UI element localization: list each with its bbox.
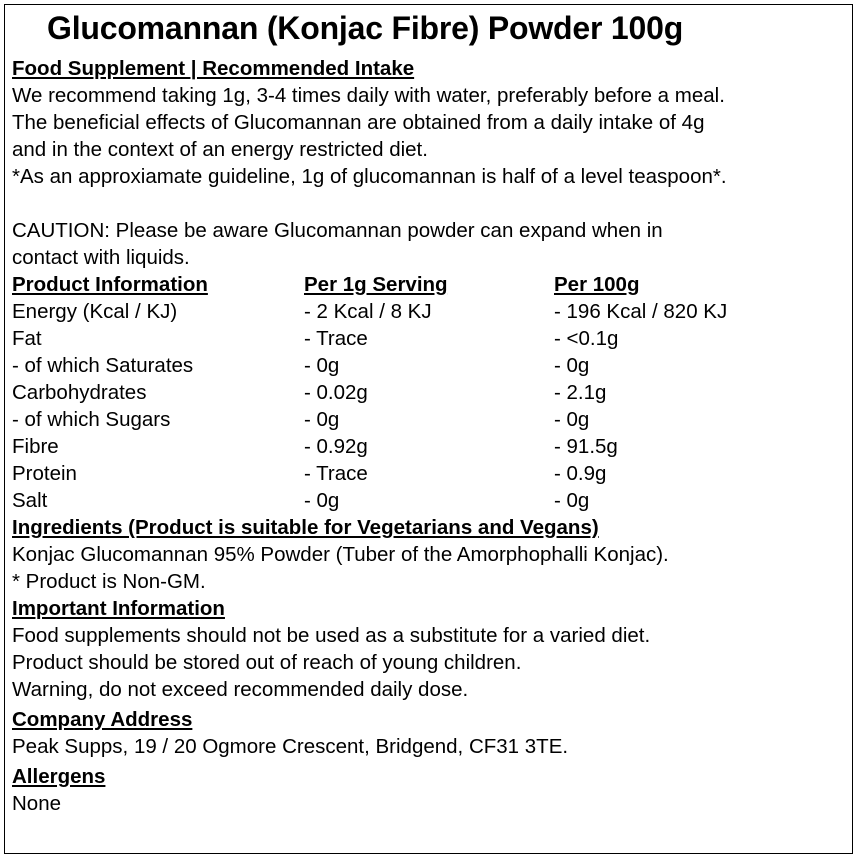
- nutrition-cell: Salt: [12, 489, 48, 512]
- nutrition-cell: - 0g: [304, 408, 340, 431]
- nutrition-row: Fat - Trace - <0.1g: [12, 325, 727, 352]
- nutrition-row: - of which Saturates - 0g - 0g: [12, 352, 727, 379]
- nutrition-row: - of which Sugars - 0g - 0g: [12, 406, 727, 433]
- nutrition-cell: - 0.02g: [304, 381, 368, 404]
- nutrition-cell: Fibre: [12, 435, 59, 458]
- nutrition-cell: - Trace: [304, 327, 368, 350]
- nutrition-cell: - 196 Kcal / 820 KJ: [554, 300, 728, 323]
- allergens-heading: Allergens: [12, 765, 106, 788]
- allergens-value: None: [12, 792, 62, 815]
- intake-heading: Food Supplement | Recommended Intake: [12, 57, 415, 80]
- nutrition-row: Fibre - 0.92g - 91.5g: [12, 433, 727, 460]
- nutrition-cell: - 0g: [554, 354, 590, 377]
- intake-line: We recommend taking 1g, 3-4 times daily …: [12, 84, 725, 107]
- nutrition-cell: - 91.5g: [554, 435, 618, 458]
- product-title: Glucomannan (Konjac Fibre) Powder 100g: [47, 10, 684, 46]
- nutrition-cell: - <0.1g: [554, 327, 619, 350]
- caution-line: CAUTION: Please be aware Glucomannan pow…: [12, 219, 663, 242]
- caution-line: contact with liquids.: [12, 246, 190, 269]
- important-line: Warning, do not exceed recommended daily…: [12, 678, 469, 701]
- nutrition-header: Per 100g: [554, 273, 640, 296]
- important-heading: Important Information: [12, 597, 225, 620]
- nutrition-cell: Carbohydrates: [12, 381, 147, 404]
- nutrition-cell: Fat: [12, 327, 42, 350]
- nutrition-cell: - Trace: [304, 462, 368, 485]
- important-line: Product should be stored out of reach of…: [12, 651, 522, 674]
- nutrition-cell: - 0g: [304, 489, 340, 512]
- ingredients-line: * Product is Non-GM.: [12, 570, 206, 593]
- nutrition-cell: - 0.9g: [554, 462, 607, 485]
- nutrition-row: Energy (Kcal / KJ) - 2 Kcal / 8 KJ - 196 K…: [12, 298, 727, 325]
- intake-line: and in the context of an energy restrict…: [12, 138, 428, 161]
- ingredients-heading: Ingredients (Product is suitable for Veg…: [12, 516, 599, 539]
- nutrition-cell: - of which Sugars: [12, 408, 171, 431]
- nutrition-row: Carbohydrates - 0.02g - 2.1g: [12, 379, 727, 406]
- nutrition-cell: - 0g: [554, 408, 590, 431]
- nutrition-header: Product Information: [12, 273, 208, 296]
- nutrition-header: Per 1g Serving: [304, 273, 448, 296]
- nutrition-row: Protein - Trace - 0.9g: [12, 460, 727, 487]
- nutrition-cell: - 2.1g: [554, 381, 607, 404]
- nutrition-cell: - 0g: [554, 489, 590, 512]
- company-heading: Company Address: [12, 708, 193, 731]
- intake-line: The beneficial effects of Glucomannan ar…: [12, 111, 705, 134]
- nutrition-table: Energy (Kcal / KJ) - 2 Kcal / 8 KJ - 196 K…: [12, 298, 727, 514]
- nutrition-cell: - 0.92g: [304, 435, 368, 458]
- nutrition-cell: Protein: [12, 462, 77, 485]
- label-content: Food Supplement | Recommended Intake We …: [12, 55, 727, 817]
- company-address: Peak Supps, 19 / 20 Ogmore Crescent, Bri…: [12, 735, 569, 758]
- nutrition-cell: - 0g: [304, 354, 340, 377]
- nutrition-cell: Energy (Kcal / KJ): [12, 300, 178, 323]
- nutrition-cell: - 2 Kcal / 8 KJ: [304, 300, 432, 323]
- spacer: [12, 190, 727, 217]
- nutrition-cell: - of which Saturates: [12, 354, 194, 377]
- label-border: [4, 4, 853, 854]
- nutrition-header-row: Product Information Per 1g Serving Per 1…: [12, 271, 727, 298]
- nutrition-row: Salt - 0g - 0g: [12, 487, 727, 514]
- ingredients-line: Konjac Glucomannan 95% Powder (Tuber of …: [12, 543, 669, 566]
- important-line: Food supplements should not be used as a…: [12, 624, 651, 647]
- intake-line: *As an approxiamate guideline, 1g of glu…: [12, 165, 727, 188]
